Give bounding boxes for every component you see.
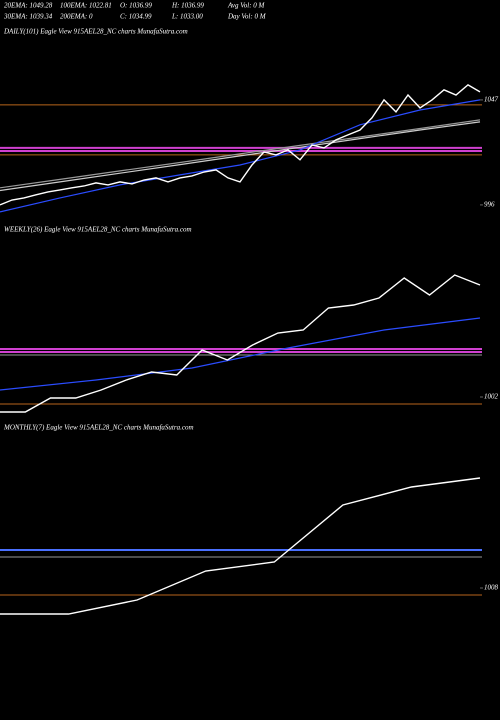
price-line	[0, 317, 481, 391]
header-stat: 100EMA: 1022.81	[60, 2, 112, 10]
price-line	[0, 121, 481, 192]
price-line	[0, 119, 481, 189]
header-stat: C: 1034.99	[120, 13, 152, 21]
header-stat: H: 1036.99	[171, 2, 204, 10]
y-tick-label: 1008	[484, 584, 499, 592]
panel-title: WEEKLY(26) Eagle View 915AEL28_NC charts…	[4, 226, 192, 234]
panel-title: DAILY(101) Eagle View 915AEL28_NC charts…	[3, 28, 188, 36]
header-stat: 20EMA: 1049.28	[4, 2, 53, 10]
header-stat: L: 1033.00	[171, 13, 203, 21]
price-line	[0, 99, 481, 213]
y-tick-label: 1002	[484, 393, 499, 401]
header-stat: O: 1036.99	[120, 2, 152, 10]
price-line	[0, 274, 481, 413]
panel-title: MONTHLY(7) Eagle View 915AEL28_NC charts…	[3, 424, 194, 432]
y-tick-label: 1047	[484, 96, 499, 104]
header-stat: 30EMA: 1039.34	[3, 13, 53, 21]
y-tick-label: 996	[484, 201, 495, 209]
header-stat: 200EMA: 0	[60, 13, 93, 21]
header-stat: Avg Vol: 0 M	[227, 2, 266, 10]
price-line	[0, 84, 481, 206]
header-stat: Day Vol: 0 M	[227, 13, 267, 21]
price-line	[0, 477, 481, 615]
